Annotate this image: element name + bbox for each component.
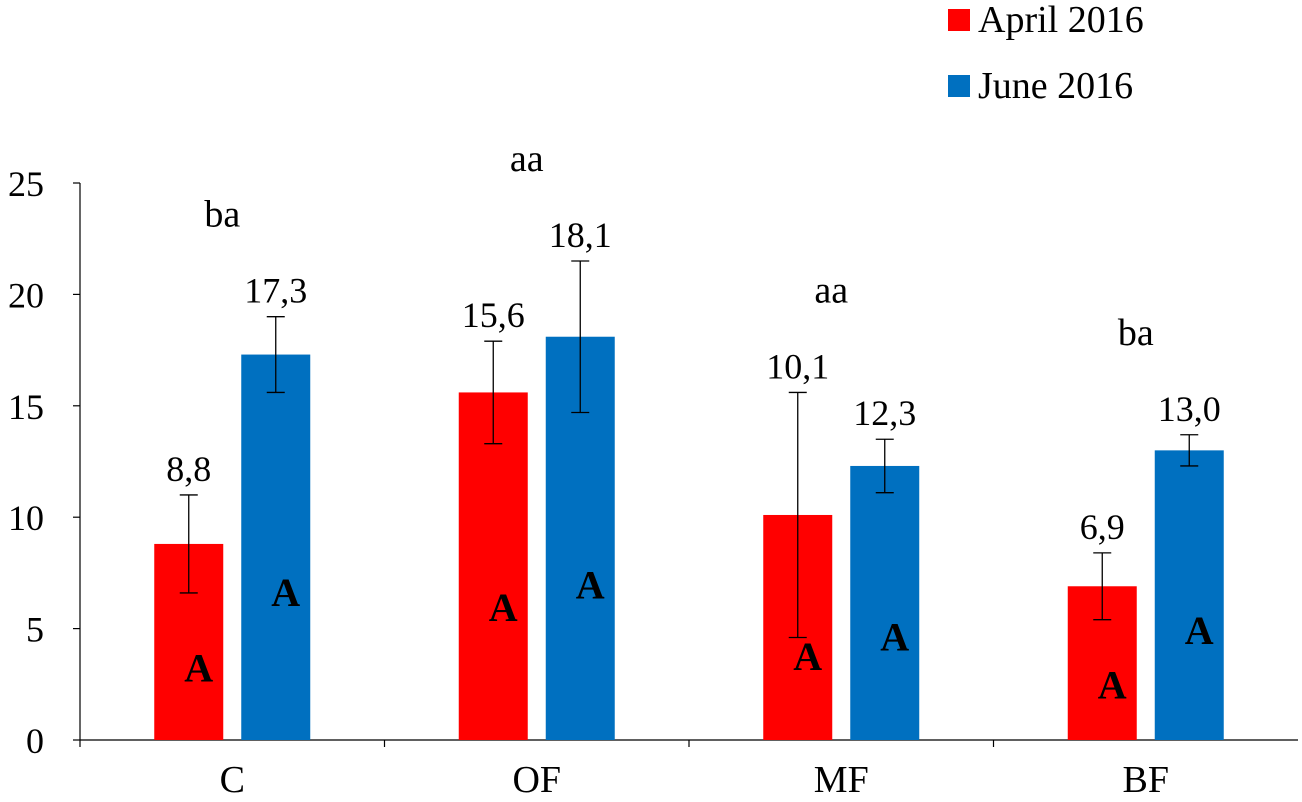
group-annotations-layer: ba aa aa ba (204, 138, 1154, 354)
data-label: 6,9 (1080, 507, 1125, 547)
legend-item-june: June 2016 (948, 65, 1134, 107)
error-bars-layer (179, 260, 1199, 639)
y-axis: 0 5 10 15 20 25 (8, 164, 81, 761)
bar-june-mf (850, 465, 920, 740)
bar-june-c (241, 354, 311, 740)
y-tick-label: 25 (8, 164, 44, 204)
data-label: 13,0 (1158, 389, 1221, 429)
y-tick-label: 15 (8, 387, 44, 427)
significance-letter: A (793, 634, 822, 679)
x-axis: C OF MF BF (79, 739, 1298, 801)
group-annotation: ba (1118, 312, 1154, 354)
x-tick-label: BF (1123, 759, 1169, 801)
data-label: 15,6 (462, 295, 525, 335)
legend: April 2016 June 2016 (948, 0, 1188, 110)
legend-label-april: April 2016 (978, 0, 1144, 41)
y-tick-label: 10 (8, 498, 44, 538)
data-label: 12,3 (853, 393, 916, 433)
data-labels-layer: 8,8 A 17,3 A 15,6 A 18,1 A 10,1 A 12,3 A 6,9 A 13,0 A (166, 215, 1221, 708)
x-tick-label: OF (512, 759, 561, 801)
group-annotation: aa (814, 269, 848, 311)
significance-letter: A (576, 563, 605, 608)
significance-letter: A (489, 585, 518, 630)
significance-letter: A (880, 614, 909, 659)
significance-letter: A (1098, 663, 1127, 708)
significance-letter: A (1185, 608, 1214, 653)
bar-june-bf (1154, 450, 1224, 740)
significance-letter: A (184, 646, 213, 691)
y-tick-label: 5 (26, 610, 44, 650)
legend-swatch-april (948, 9, 970, 31)
y-tick-label: 0 (26, 721, 44, 761)
significance-letter: A (271, 570, 300, 615)
group-annotation: aa (510, 138, 544, 180)
data-label: 10,1 (766, 346, 829, 386)
y-tick-label: 20 (8, 275, 44, 315)
bars-layer (154, 336, 1224, 740)
data-label: 8,8 (166, 449, 211, 489)
legend-swatch-june (948, 75, 970, 97)
group-annotation: ba (204, 194, 240, 236)
data-label: 17,3 (244, 271, 307, 311)
legend-label-june: June 2016 (978, 65, 1134, 107)
x-tick-label: MF (814, 759, 869, 801)
x-tick-label: C (220, 759, 245, 801)
bar-april-of (458, 392, 528, 740)
legend-item-april: April 2016 (948, 0, 1144, 41)
data-label: 18,1 (549, 215, 612, 255)
